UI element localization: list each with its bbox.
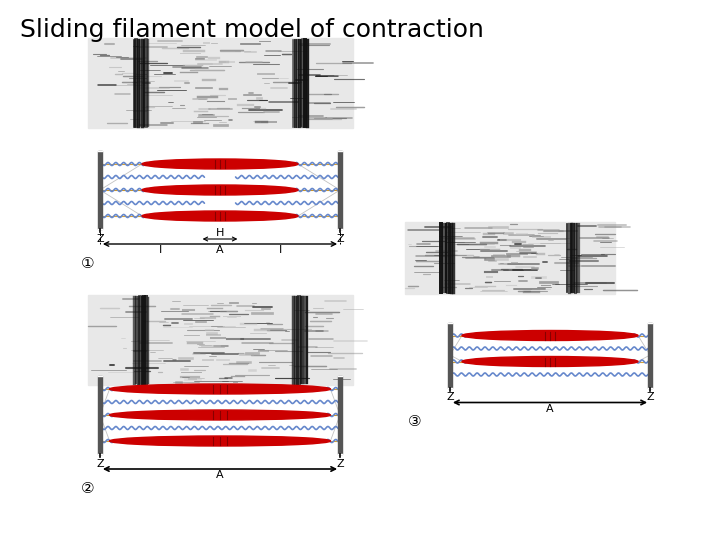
- Ellipse shape: [142, 159, 298, 169]
- Text: I: I: [158, 245, 161, 255]
- Text: Z: Z: [336, 234, 344, 244]
- Ellipse shape: [142, 211, 298, 221]
- Text: ②: ②: [81, 481, 95, 496]
- Bar: [405, 222, 615, 294]
- Bar: [648, 322, 652, 388]
- Text: A: A: [216, 245, 224, 255]
- Ellipse shape: [109, 410, 330, 420]
- Ellipse shape: [109, 384, 330, 394]
- Text: A: A: [546, 403, 554, 414]
- Text: A: A: [216, 470, 224, 480]
- Bar: [88, 295, 353, 385]
- Ellipse shape: [142, 185, 298, 195]
- Ellipse shape: [109, 436, 330, 446]
- Bar: [88, 38, 353, 128]
- Bar: [338, 376, 342, 454]
- Bar: [448, 322, 452, 388]
- Text: I: I: [279, 245, 282, 255]
- Text: Z: Z: [446, 393, 454, 402]
- Text: Sliding filament model of contraction: Sliding filament model of contraction: [20, 18, 484, 42]
- Text: Z: Z: [336, 459, 344, 469]
- Text: H: H: [216, 228, 224, 238]
- Text: Z: Z: [646, 393, 654, 402]
- Text: ①: ①: [81, 256, 95, 271]
- Text: Z: Z: [96, 234, 104, 244]
- Bar: [98, 151, 102, 229]
- Text: Z: Z: [96, 459, 104, 469]
- Bar: [338, 151, 342, 229]
- Bar: [98, 376, 102, 454]
- Ellipse shape: [462, 330, 638, 341]
- Text: ③: ③: [408, 415, 422, 429]
- Ellipse shape: [462, 356, 638, 367]
